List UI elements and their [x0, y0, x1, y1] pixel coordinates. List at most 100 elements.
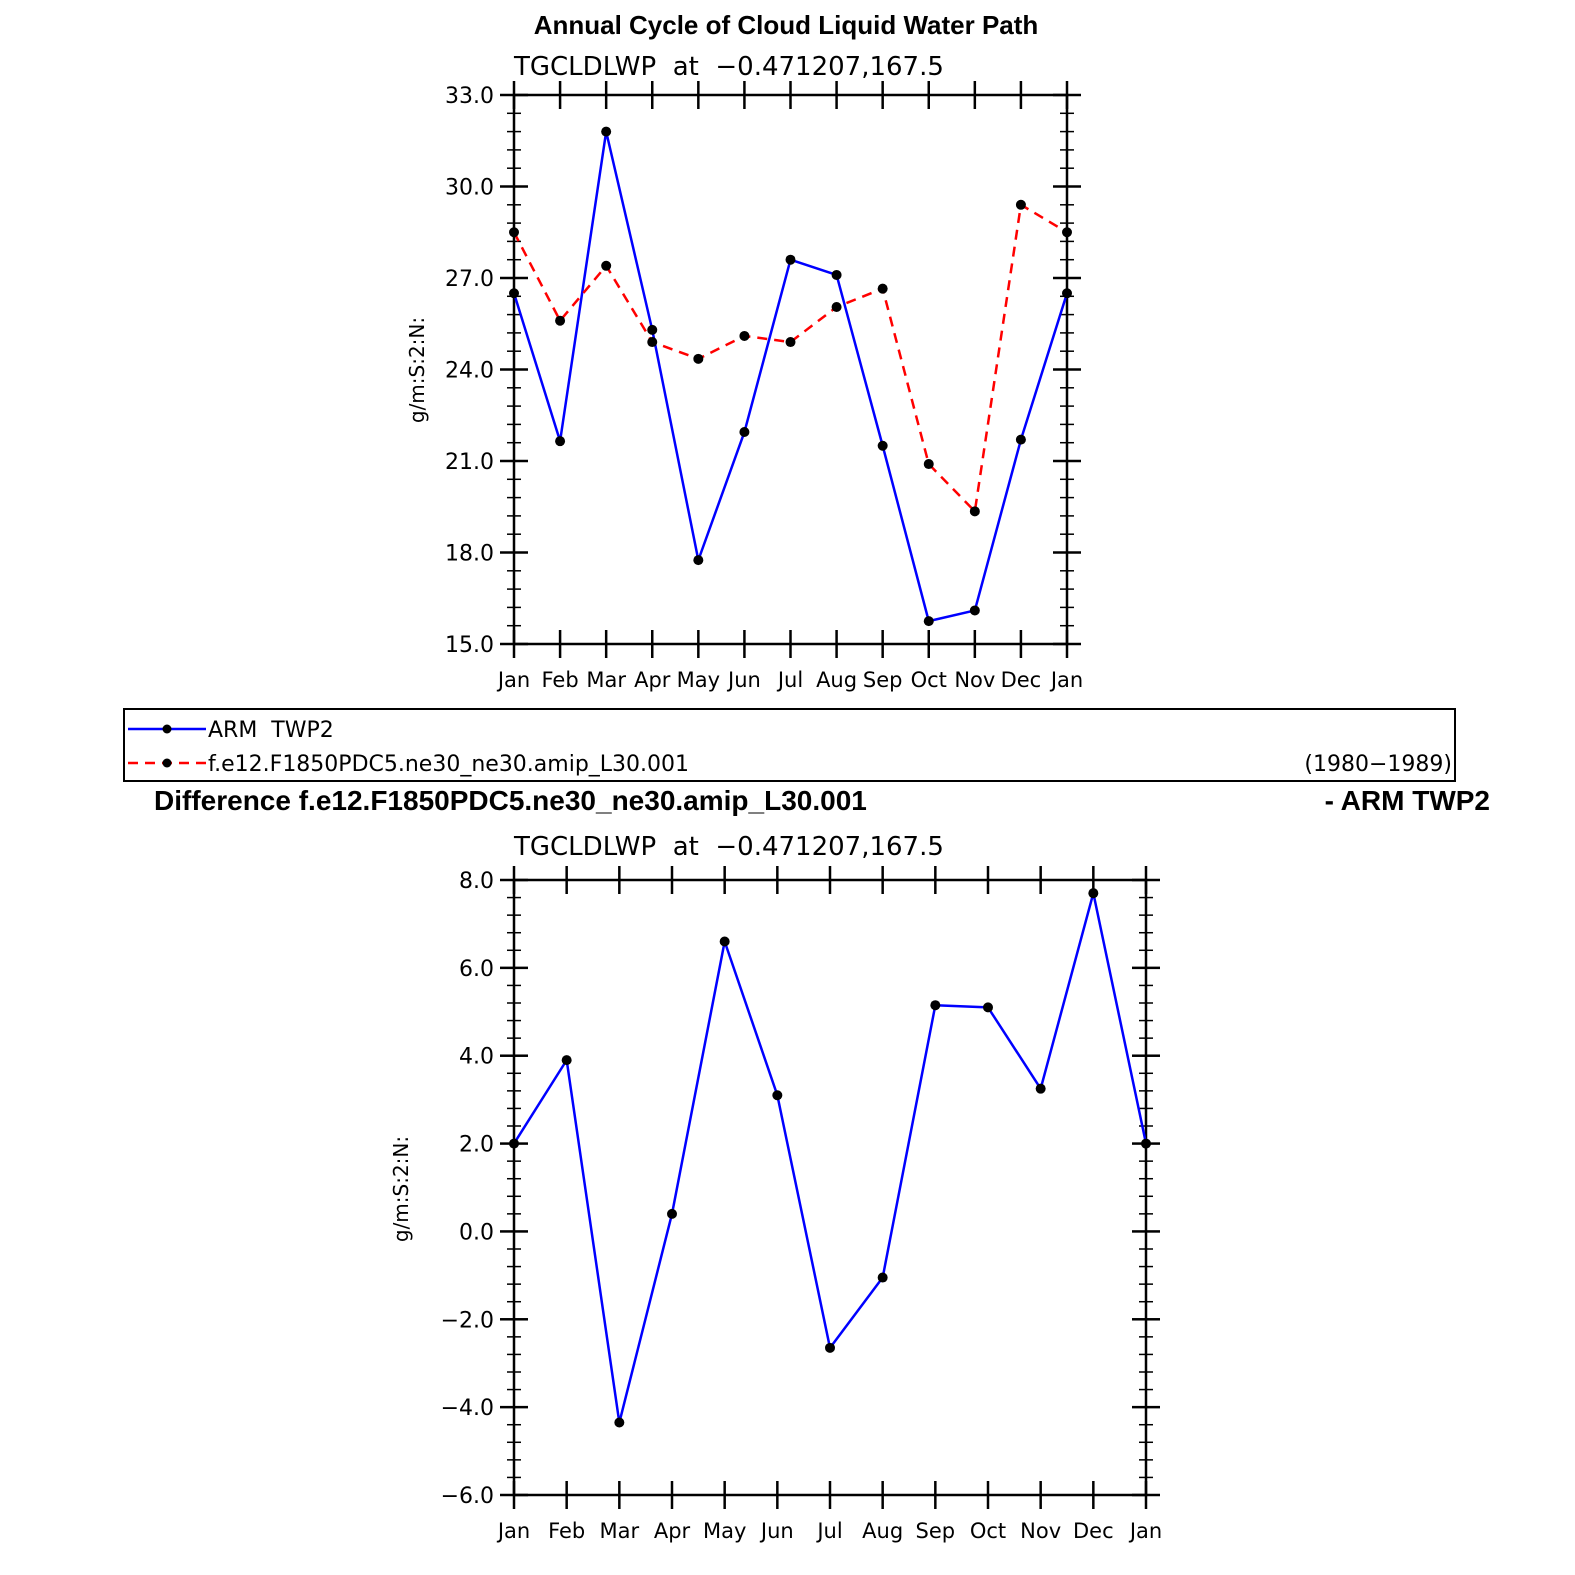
- top-series-0-point: [877, 440, 888, 451]
- top-series-1-point: [923, 459, 934, 470]
- top-ytick-label: 33.0: [445, 84, 494, 109]
- top-series-1-point: [739, 330, 750, 341]
- top-series-0-point: [739, 427, 750, 438]
- top-xtick-label: May: [677, 668, 720, 692]
- diff-series-0-point: [509, 1138, 519, 1149]
- top-series-1-point: [1015, 199, 1026, 210]
- top-series-1-point: [969, 506, 980, 517]
- top-ytick-label: 21.0: [445, 450, 494, 475]
- diff-series-0-point: [1088, 888, 1099, 899]
- diff-xtick-label: May: [703, 1519, 746, 1543]
- top-xtick-label: Oct: [911, 668, 947, 692]
- top-xtick-label: Mar: [586, 668, 626, 692]
- top-xtick-label: Apr: [634, 668, 671, 692]
- top-series-1-point: [785, 337, 796, 348]
- diff-xtick-label: Aug: [862, 1519, 903, 1543]
- top-xtick-label: Jun: [726, 668, 761, 692]
- diff-ytick-label: 2.0: [459, 1133, 494, 1158]
- diff-xtick-label: Apr: [654, 1519, 691, 1543]
- top-xtick-label: Jan: [496, 668, 530, 692]
- top-series-0-point: [969, 605, 980, 616]
- top-series-0-point: [831, 269, 842, 280]
- diff-series-0-point: [719, 936, 730, 947]
- diff-plot-frame: [512, 878, 1148, 1497]
- top-chart-ylabel: g/m:S:2:N:: [405, 317, 429, 423]
- top-ytick-label: 27.0: [445, 267, 494, 292]
- top-ytick-label: 30.0: [445, 176, 494, 201]
- legend-label-arm: ARM TWP2: [208, 718, 334, 743]
- diff-series-0-point: [561, 1055, 572, 1066]
- top-ytick-label: 24.0: [445, 359, 494, 384]
- diff-series-0-point: [1035, 1083, 1046, 1094]
- diff-chart-ylabel: g/m:S:2:N:: [389, 1136, 413, 1242]
- diff-chart-title-right: - ARM TWP2: [1325, 785, 1490, 816]
- diff-series-0-point: [877, 1272, 888, 1283]
- top-xtick-label: Feb: [541, 668, 578, 692]
- diff-ytick-label: 6.0: [459, 957, 494, 982]
- top-xtick-label: Jul: [776, 668, 803, 692]
- top-xtick-label: Jan: [1049, 668, 1083, 692]
- diff-series-0-point: [930, 1000, 941, 1011]
- diff-xtick-label: Nov: [1020, 1519, 1061, 1543]
- diff-series-0-point: [614, 1417, 625, 1428]
- diff-chart: −6.0 −4.0 −2.0 0.0 2.0 4.0 6.0 8.0 Jan Feb Mar Apr M…: [441, 866, 1162, 1543]
- top-chart: 15.0 18.0 21.0 24.0 27.0 30.0 33.0 Jan Feb Mar Apr…: [445, 81, 1083, 692]
- top-series-0-point: [1015, 434, 1026, 445]
- top-series-0-point: [693, 555, 704, 566]
- top-series-1-point: [601, 260, 612, 271]
- top-xtick-label: Nov: [954, 668, 995, 692]
- top-series-0-point: [601, 126, 612, 137]
- legend-marker-arm: [162, 724, 172, 734]
- top-series-1-point: [509, 227, 519, 238]
- top-series-0-point: [509, 288, 519, 299]
- top-xtick-label: Dec: [1001, 668, 1042, 692]
- diff-series-0-point: [667, 1208, 677, 1219]
- diff-xtick-label: Mar: [600, 1519, 640, 1543]
- diff-xtick-label: Oct: [970, 1519, 1006, 1543]
- top-ytick-label: 15.0: [445, 633, 494, 658]
- diff-ytick-label: 4.0: [459, 1045, 494, 1070]
- diff-chart-title: Difference f.e12.F1850PDC5.ne30_ne30.ami…: [154, 785, 867, 816]
- diff-ytick-label: −2.0: [441, 1308, 494, 1333]
- diff-series-0-point: [772, 1090, 783, 1101]
- diff-series-0-point: [983, 1002, 993, 1013]
- top-xtick-label: Sep: [863, 668, 903, 692]
- top-series-0-point: [923, 616, 934, 627]
- diff-xtick-label: Jul: [815, 1519, 842, 1543]
- top-series-1-point: [555, 315, 566, 326]
- diff-xtick-label: Sep: [916, 1519, 956, 1543]
- diff-series-0-point: [825, 1342, 835, 1353]
- top-series-1-point: [693, 353, 704, 364]
- top-series-1-point: [831, 301, 842, 312]
- top-xtick-label: Aug: [816, 668, 857, 692]
- diff-ytick-label: 0.0: [459, 1220, 494, 1245]
- diff-xtick-label: Jan: [496, 1519, 530, 1543]
- diff-ytick-label: −4.0: [441, 1396, 494, 1421]
- top-series-1-point: [877, 283, 888, 294]
- diff-xtick-label: Dec: [1073, 1519, 1114, 1543]
- diff-series-0-point: [1141, 1138, 1151, 1149]
- top-chart-subtitle: TGCLDLWP at −0.471207,167.5: [513, 52, 944, 82]
- top-series-line-1: [512, 203, 1068, 513]
- diff-xtick-label: Jun: [759, 1519, 794, 1543]
- diff-chart-subtitle: TGCLDLWP at −0.471207,167.5: [513, 832, 944, 862]
- top-series-0-point: [647, 324, 658, 335]
- top-plot-frame: [512, 93, 1069, 646]
- top-series-0-point: [1062, 288, 1072, 299]
- top-series-1-point: [1062, 227, 1072, 238]
- top-series-0-point: [555, 436, 566, 447]
- top-chart-title: Annual Cycle of Cloud Liquid Water Path: [534, 10, 1039, 40]
- legend-box: [123, 708, 1456, 782]
- top-ytick-label: 18.0: [445, 542, 494, 567]
- diff-ytick-label: 8.0: [459, 869, 494, 894]
- legend-label-model: f.e12.F1850PDC5.ne30_ne30.amip_L30.001: [208, 752, 689, 777]
- top-series-line-0: [512, 130, 1069, 623]
- diff-ytick-label: −6.0: [441, 1484, 494, 1509]
- legend-years: (1980−1989): [1304, 752, 1452, 777]
- legend-marker-model: [162, 758, 172, 768]
- top-series-0-point: [785, 254, 796, 265]
- diff-xtick-label: Feb: [548, 1519, 585, 1543]
- top-series-1-point: [647, 337, 658, 348]
- diff-xtick-label: Jan: [1128, 1519, 1162, 1543]
